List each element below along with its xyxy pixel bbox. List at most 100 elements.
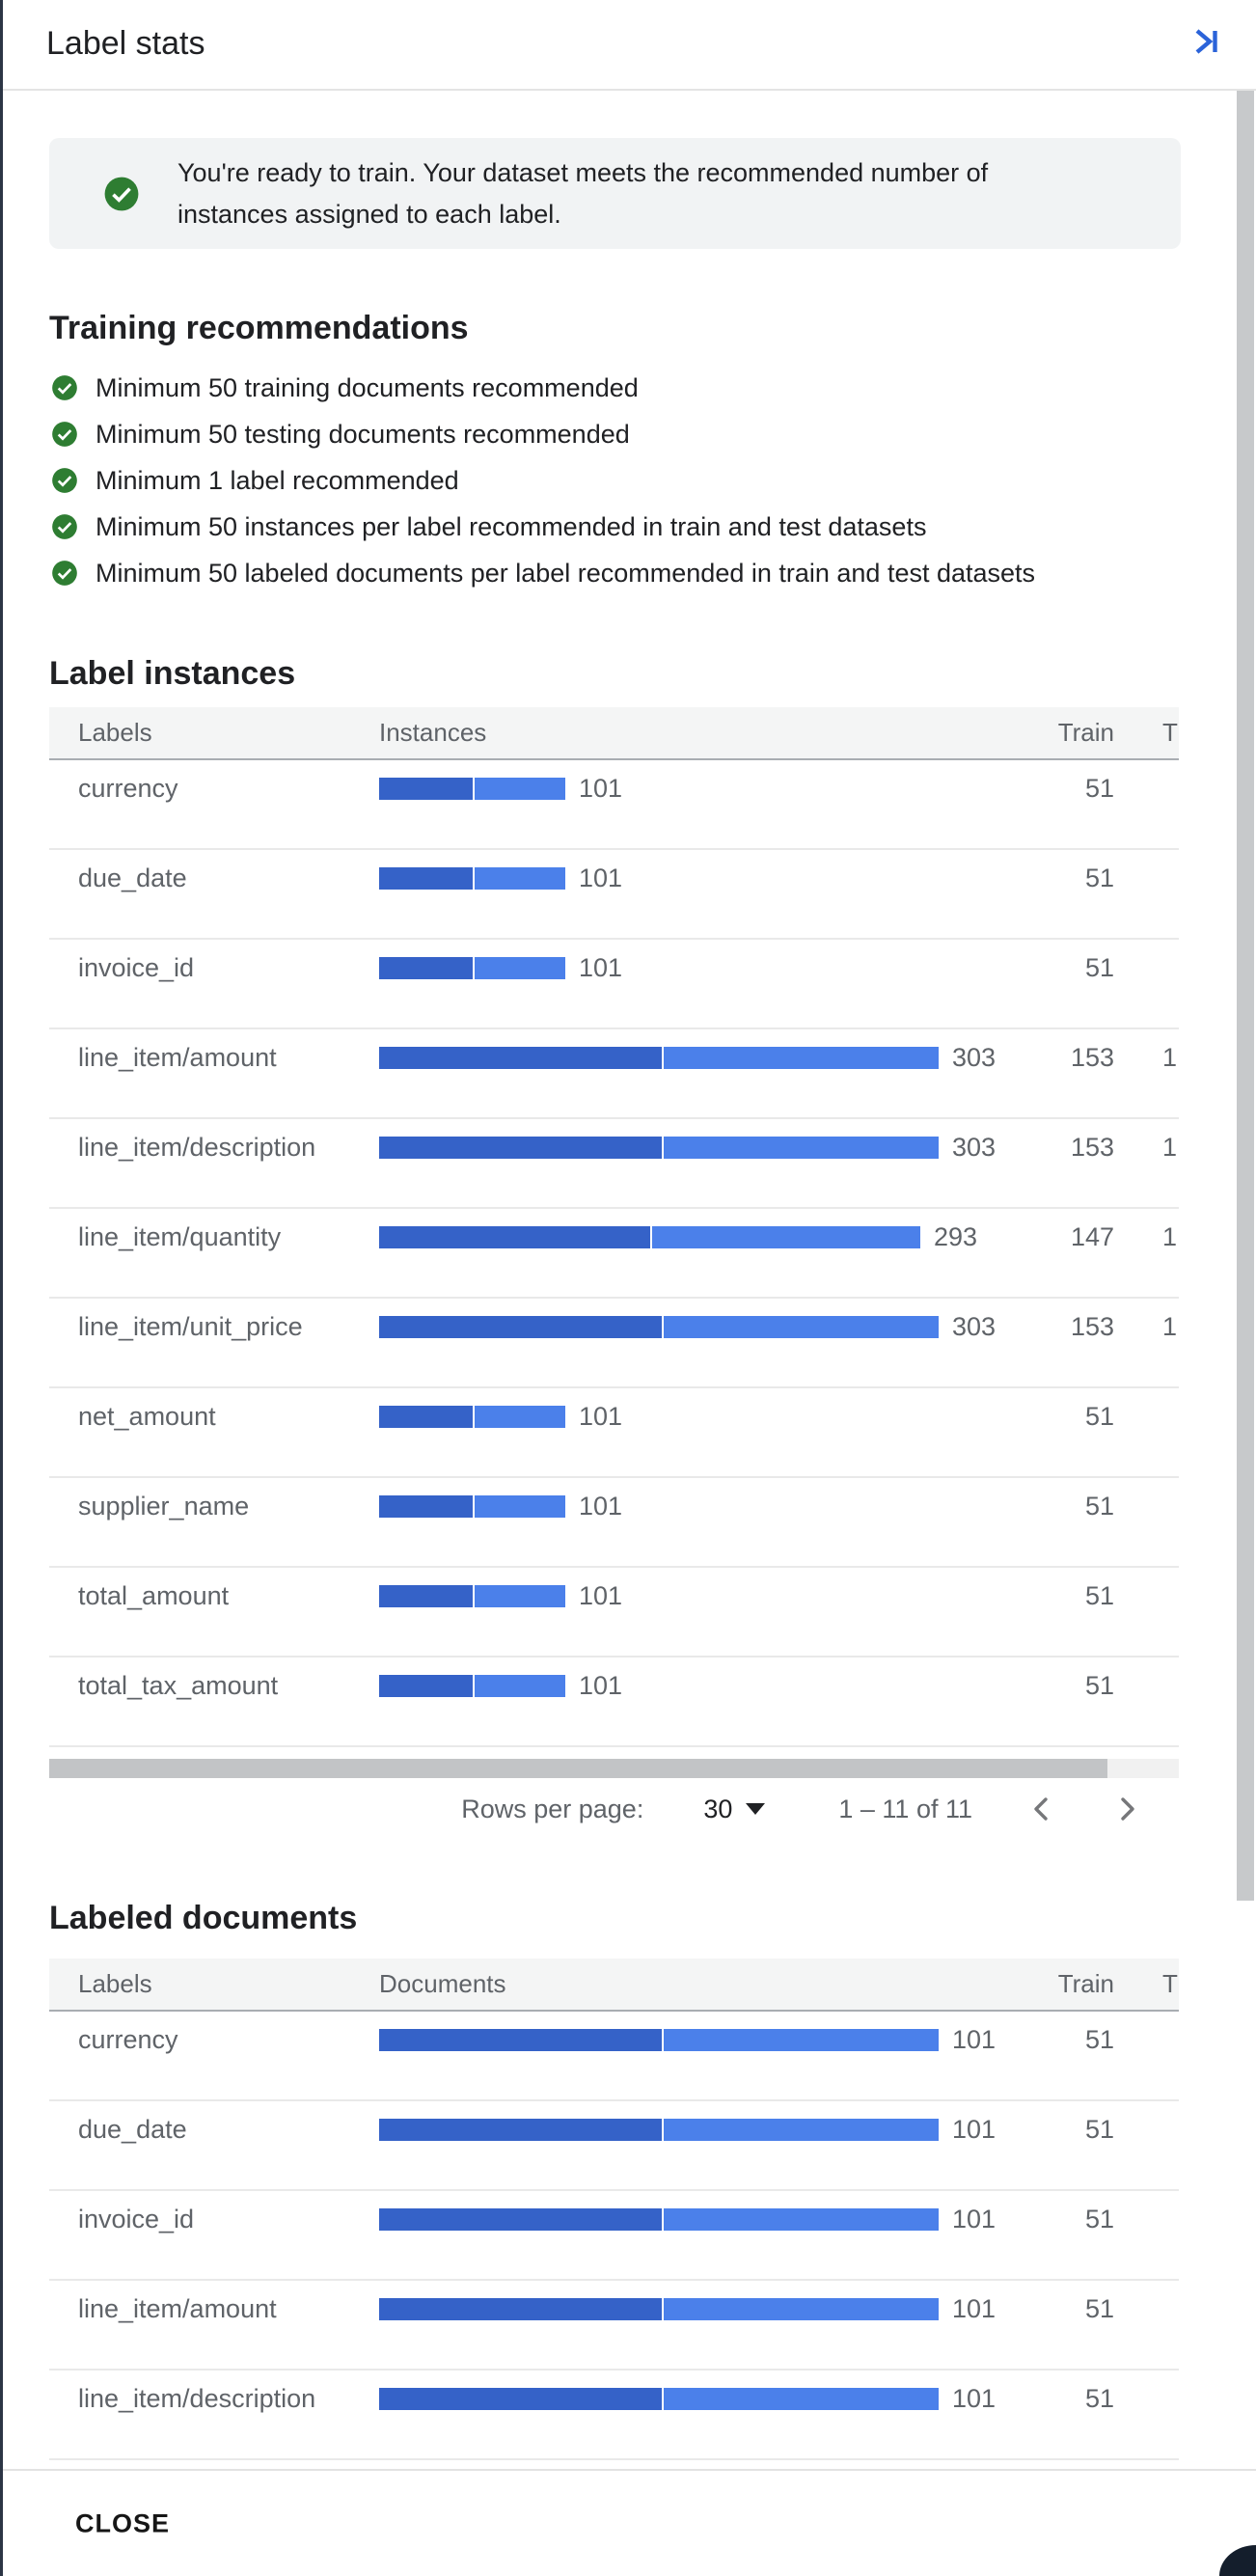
train-count: 51 bbox=[1084, 1492, 1114, 1521]
train-count: 51 bbox=[1084, 953, 1114, 982]
row-bar-cell: 303 bbox=[379, 1312, 1003, 1341]
stacked-bar bbox=[379, 777, 565, 800]
bar-value: 101 bbox=[952, 2025, 997, 2054]
train-bar-segment bbox=[379, 1136, 662, 1159]
chevron-left-icon bbox=[1023, 1797, 1061, 1831]
row-label: line_item/unit_price bbox=[78, 1312, 303, 1341]
train-bar-segment bbox=[379, 2297, 662, 2320]
recommendation-item: Minimum 50 labeled documents per label r… bbox=[51, 558, 1256, 588]
rows-per-page-select[interactable]: 30 bbox=[703, 1794, 766, 1824]
collapse-panel-button[interactable] bbox=[1183, 19, 1229, 66]
row-label: line_item/quantity bbox=[78, 1222, 282, 1251]
train-bar-segment bbox=[379, 2207, 662, 2231]
test-count-clipped: 1 bbox=[1162, 1043, 1178, 1072]
train-bar-segment bbox=[379, 1494, 473, 1518]
table-row: line_item/description 101 51 bbox=[49, 2370, 1179, 2460]
column-header-train: Train bbox=[1057, 1969, 1114, 1998]
stacked-bar bbox=[379, 1315, 939, 1338]
table-row: due_date 101 51 bbox=[49, 850, 1179, 940]
test-bar-segment bbox=[664, 1046, 939, 1069]
bar-value: 101 bbox=[579, 863, 623, 892]
table-pagination: Rows per page: 30 1 – 11 of 11 bbox=[49, 1786, 1179, 1832]
check-circle-icon bbox=[51, 513, 78, 540]
column-header-test: T bbox=[1162, 1969, 1178, 1998]
test-bar-segment bbox=[475, 1405, 565, 1428]
horizontal-scrollbar-track[interactable] bbox=[49, 1759, 1179, 1778]
bar-value: 303 bbox=[952, 1312, 997, 1341]
row-bar-cell: 293 bbox=[379, 1222, 1003, 1251]
bar-value: 303 bbox=[952, 1133, 997, 1162]
row-bar-cell: 101 bbox=[379, 1492, 1003, 1521]
check-circle-icon bbox=[103, 176, 140, 212]
vertical-scrollbar-thumb[interactable] bbox=[1237, 87, 1254, 1901]
collapse-panel-icon bbox=[1185, 28, 1227, 66]
row-bar-cell: 101 bbox=[379, 2205, 1003, 2233]
column-header-labels: Labels bbox=[78, 1969, 152, 1998]
stacked-bar bbox=[379, 1136, 939, 1159]
table-row: line_item/unit_price 303 153 1 bbox=[49, 1299, 1179, 1388]
row-label: invoice_id bbox=[78, 2205, 195, 2233]
test-bar-segment bbox=[475, 777, 565, 800]
test-bar-segment bbox=[664, 2207, 939, 2231]
test-bar-segment bbox=[475, 1674, 565, 1697]
test-count-clipped: 1 bbox=[1162, 1133, 1178, 1162]
table-row: net_amount 101 51 bbox=[49, 1388, 1179, 1478]
table-row: currency 101 51 bbox=[49, 2012, 1179, 2101]
horizontal-scrollbar-thumb[interactable] bbox=[49, 1759, 1107, 1778]
close-button[interactable]: CLOSE bbox=[75, 2508, 171, 2537]
row-bar-cell: 303 bbox=[379, 1133, 1003, 1162]
stacked-bar bbox=[379, 1225, 920, 1248]
row-bar-cell: 101 bbox=[379, 1402, 1003, 1431]
train-count: 51 bbox=[1084, 2115, 1114, 2144]
row-bar-cell: 101 bbox=[379, 1671, 1003, 1700]
train-count: 153 bbox=[1070, 1133, 1114, 1162]
train-count: 51 bbox=[1084, 2384, 1114, 2413]
train-bar-segment bbox=[379, 2387, 662, 2410]
train-count: 147 bbox=[1070, 1222, 1114, 1251]
table-row: line_item/quantity 293 147 1 bbox=[49, 1209, 1179, 1299]
stacked-bar bbox=[379, 1046, 939, 1069]
bar-value: 101 bbox=[952, 2384, 997, 2413]
row-bar-cell: 303 bbox=[379, 1043, 1003, 1072]
page-title: Label stats bbox=[46, 25, 205, 62]
table-row: line_item/amount 101 51 bbox=[49, 2281, 1179, 2370]
previous-page-button[interactable] bbox=[1023, 1790, 1061, 1828]
row-label: due_date bbox=[78, 863, 187, 892]
column-header-metric: Documents bbox=[379, 1969, 506, 1998]
column-header-metric: Instances bbox=[379, 718, 487, 747]
row-bar-cell: 101 bbox=[379, 2115, 1003, 2144]
test-count-clipped: 1 bbox=[1162, 1312, 1178, 1341]
rows-per-page-value: 30 bbox=[703, 1794, 733, 1823]
stacked-bar bbox=[379, 1674, 565, 1697]
table-row: line_item/amount 303 153 1 bbox=[49, 1029, 1179, 1119]
recommendation-text: Minimum 1 label recommended bbox=[96, 465, 459, 495]
table-row: due_date 101 51 bbox=[49, 2101, 1179, 2191]
panel-left-border bbox=[0, 0, 3, 2576]
train-count: 51 bbox=[1084, 1671, 1114, 1700]
train-bar-segment bbox=[379, 956, 473, 979]
bar-value: 101 bbox=[952, 2115, 997, 2144]
recommendation-text: Minimum 50 labeled documents per label r… bbox=[96, 558, 1036, 588]
train-count: 51 bbox=[1084, 1402, 1114, 1431]
row-bar-cell: 101 bbox=[379, 863, 1003, 892]
training-recommendations-list: Minimum 50 training documents recommende… bbox=[51, 373, 1256, 588]
row-bar-cell: 101 bbox=[379, 953, 1003, 982]
row-label: net_amount bbox=[78, 1402, 216, 1431]
column-header-labels: Labels bbox=[78, 718, 152, 747]
train-count: 51 bbox=[1084, 2294, 1114, 2323]
panel-footer: CLOSE bbox=[0, 2469, 1256, 2576]
test-bar-segment bbox=[475, 956, 565, 979]
panel-scroll-content: You're ready to train. Your dataset meet… bbox=[0, 91, 1256, 2460]
train-bar-segment bbox=[379, 1405, 473, 1428]
next-page-button[interactable] bbox=[1107, 1790, 1146, 1828]
test-bar-segment bbox=[475, 1584, 565, 1607]
pagination-range: 1 – 11 of 11 bbox=[838, 1794, 972, 1823]
row-bar-cell: 101 bbox=[379, 2294, 1003, 2323]
label-instances-title: Label instances bbox=[49, 655, 296, 692]
stacked-bar bbox=[379, 956, 565, 979]
check-circle-icon bbox=[51, 467, 78, 494]
row-bar-cell: 101 bbox=[379, 2384, 1003, 2413]
row-bar-cell: 101 bbox=[379, 774, 1003, 803]
recommendation-item: Minimum 50 training documents recommende… bbox=[51, 373, 1256, 402]
